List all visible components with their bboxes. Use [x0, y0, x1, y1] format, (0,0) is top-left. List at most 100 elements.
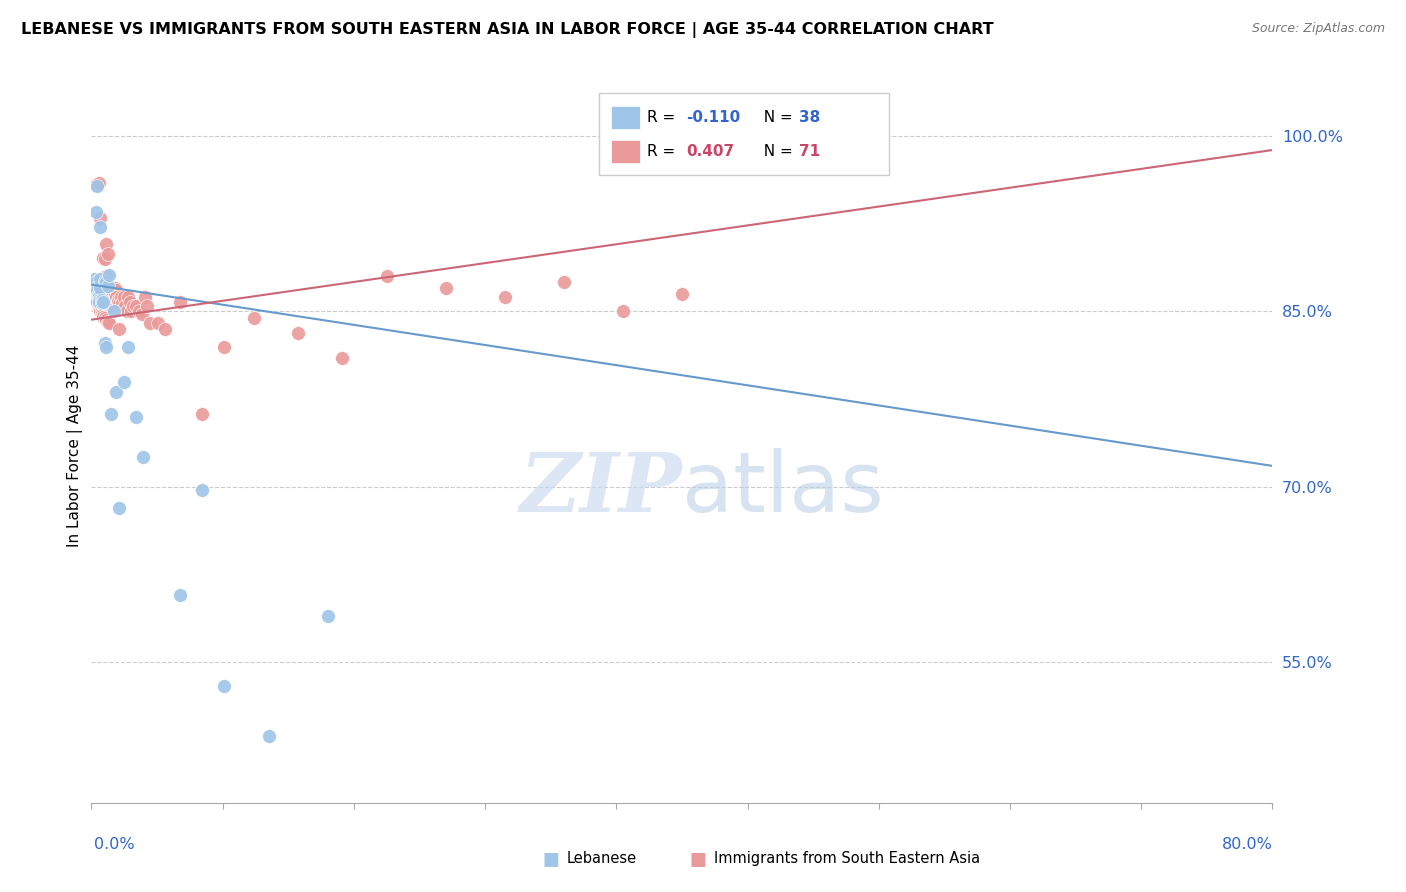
- Point: [82, 281, 104, 295]
- Point: [98, 316, 121, 330]
- Point: [105, 385, 128, 400]
- Text: Immigrants from South Eastern Asia: Immigrants from South Eastern Asia: [714, 851, 980, 865]
- Point: [375, 269, 398, 284]
- Point: [87, 295, 110, 310]
- Text: N =: N =: [754, 110, 797, 125]
- Point: [132, 450, 155, 464]
- Text: ▪: ▪: [541, 844, 560, 872]
- Point: [89, 271, 111, 285]
- Point: [97, 315, 120, 329]
- Point: [101, 299, 124, 313]
- Point: [90, 304, 112, 318]
- Text: atlas: atlas: [682, 449, 883, 529]
- Point: [86, 179, 108, 194]
- Point: [98, 268, 121, 283]
- Point: [87, 285, 110, 300]
- Point: [83, 274, 105, 288]
- Point: [87, 300, 110, 314]
- Y-axis label: In Labor Force | Age 35-44: In Labor Force | Age 35-44: [67, 345, 83, 547]
- Point: [96, 340, 118, 354]
- Point: [89, 220, 111, 235]
- Text: 80.0%: 80.0%: [1222, 837, 1272, 852]
- Point: [124, 409, 148, 424]
- Point: [671, 287, 693, 301]
- Point: [146, 316, 169, 330]
- Point: [243, 311, 266, 326]
- Point: [117, 290, 139, 304]
- Point: [108, 501, 131, 516]
- Point: [84, 275, 107, 289]
- Point: [316, 608, 339, 623]
- Point: [104, 287, 127, 301]
- Point: [83, 271, 105, 285]
- Point: [91, 308, 114, 322]
- Point: [89, 304, 111, 318]
- Text: R =: R =: [647, 145, 681, 160]
- Point: [90, 307, 112, 321]
- Point: [96, 269, 118, 284]
- Text: Lebanese: Lebanese: [567, 851, 637, 865]
- Point: [97, 247, 120, 261]
- Point: [103, 304, 125, 318]
- Point: [96, 236, 118, 251]
- Point: [121, 299, 143, 313]
- Point: [612, 304, 634, 318]
- Text: 0.407: 0.407: [686, 145, 734, 160]
- Point: [96, 312, 118, 326]
- Point: [93, 252, 115, 266]
- Point: [84, 178, 107, 193]
- Point: [287, 326, 309, 340]
- Point: [434, 281, 457, 295]
- Point: [117, 340, 139, 354]
- Point: [93, 274, 115, 288]
- Point: [153, 322, 177, 336]
- Point: [103, 295, 125, 310]
- Text: ▪: ▪: [689, 844, 707, 872]
- Point: [553, 275, 575, 289]
- Point: [107, 295, 129, 310]
- Point: [169, 295, 191, 310]
- Point: [112, 375, 135, 389]
- Point: [214, 340, 236, 354]
- Text: Source: ZipAtlas.com: Source: ZipAtlas.com: [1251, 22, 1385, 36]
- Point: [118, 295, 141, 310]
- Point: [108, 322, 131, 336]
- Point: [89, 281, 111, 295]
- Point: [214, 679, 236, 693]
- Point: [87, 296, 110, 310]
- Text: N =: N =: [754, 145, 797, 160]
- Point: [93, 336, 115, 351]
- Point: [98, 281, 121, 295]
- Point: [105, 284, 128, 298]
- Point: [110, 290, 132, 304]
- Point: [83, 280, 105, 294]
- Text: 0.0%: 0.0%: [94, 837, 135, 852]
- Point: [131, 307, 153, 321]
- Point: [128, 304, 150, 318]
- Point: [332, 351, 354, 366]
- Point: [96, 275, 118, 289]
- Point: [191, 408, 214, 422]
- Point: [139, 316, 162, 330]
- Point: [104, 281, 127, 295]
- Point: [107, 293, 129, 307]
- Point: [87, 176, 110, 190]
- Point: [86, 280, 108, 294]
- Point: [97, 278, 120, 293]
- Point: [82, 281, 104, 295]
- Text: -0.110: -0.110: [686, 110, 741, 125]
- Point: [86, 293, 108, 307]
- Point: [87, 289, 110, 303]
- Point: [134, 290, 156, 304]
- Point: [103, 290, 125, 304]
- Point: [91, 310, 114, 325]
- Point: [84, 205, 107, 219]
- Point: [90, 293, 112, 307]
- Text: LEBANESE VS IMMIGRANTS FROM SOUTH EASTERN ASIA IN LABOR FORCE | AGE 35-44 CORREL: LEBANESE VS IMMIGRANTS FROM SOUTH EASTER…: [21, 22, 994, 38]
- Point: [136, 299, 159, 313]
- Point: [93, 311, 115, 326]
- Point: [91, 295, 114, 310]
- Point: [114, 299, 136, 313]
- Point: [89, 211, 111, 225]
- Point: [87, 293, 110, 307]
